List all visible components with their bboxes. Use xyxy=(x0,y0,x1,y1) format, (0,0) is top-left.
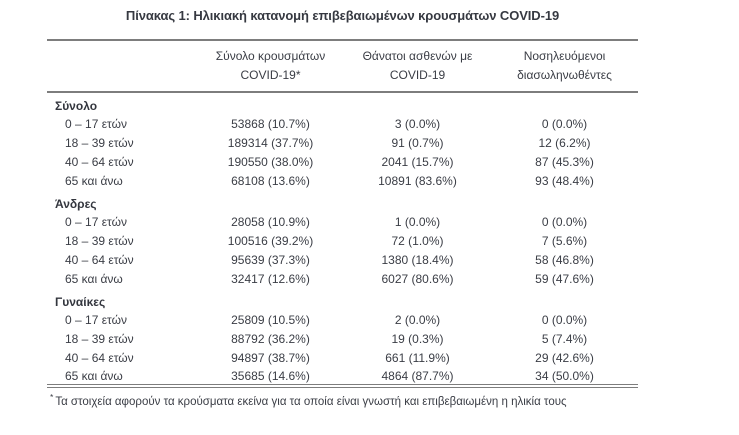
report-table-block: Πίνακας 1: Ηλικιακή κατανομή επιβεβαιωμέ… xyxy=(47,8,638,408)
section-row-men: Άνδρες xyxy=(47,190,638,212)
table-row: 0 – 17 ετών 25809 (10.5%) 2 (0.0%) 0 (0.… xyxy=(47,310,638,329)
age-label: 18 – 39 ετών xyxy=(65,135,134,150)
deaths-value: 1380 (18.4%) xyxy=(381,252,454,267)
table-row: 40 – 64 ετών 94897 (38.7%) 661 (11.9%) 2… xyxy=(47,348,638,367)
cases-value: 35685 (14.6%) xyxy=(231,368,310,383)
section-label: Γυναίκες xyxy=(55,294,106,309)
intubated-value: 34 (50.0%) xyxy=(535,368,594,383)
footnote-marker: * xyxy=(50,392,54,403)
section-label: Άνδρες xyxy=(55,196,97,211)
cases-value: 68108 (13.6%) xyxy=(231,173,310,188)
intubated-value: 87 (45.3%) xyxy=(535,154,594,169)
cases-value: 190550 (38.0%) xyxy=(227,154,314,169)
section-label: Σύνολο xyxy=(55,99,98,114)
section-row-total: Σύνολο xyxy=(47,92,638,114)
cases-value: 100516 (39.2%) xyxy=(227,233,314,248)
table-row: 18 – 39 ετών 88792 (36.2%) 19 (0.3%) 5 (… xyxy=(47,329,638,348)
footnote-text: Τα στοιχεία αφορούν τα κρούσματα εκείνα … xyxy=(55,396,567,409)
age-label: 0 – 17 ετών xyxy=(65,214,127,229)
age-label: 40 – 64 ετών xyxy=(65,252,134,267)
table-row: 65 και άνω 68108 (13.6%) 10891 (83.6%) 9… xyxy=(47,171,638,190)
intubated-value: 93 (48.4%) xyxy=(535,173,594,188)
intubated-value: 0 (0.0%) xyxy=(541,116,588,131)
intubated-value: 12 (6.2%) xyxy=(538,135,591,150)
deaths-value: 3 (0.0%) xyxy=(394,116,441,131)
table-row: 40 – 64 ετών 190550 (38.0%) 2041 (15.7%)… xyxy=(47,152,638,171)
deaths-value: 72 (1.0%) xyxy=(391,233,444,248)
deaths-value: 661 (11.9%) xyxy=(385,350,450,365)
cases-value: 28058 (10.9%) xyxy=(231,214,310,229)
table-row: 18 – 39 ετών 100516 (39.2%) 72 (1.0%) 7 … xyxy=(47,231,638,250)
age-label: 65 και άνω xyxy=(65,173,123,188)
deaths-value: 1 (0.0%) xyxy=(394,214,441,229)
header-empty-cell xyxy=(47,40,197,94)
cases-value: 88792 (36.2%) xyxy=(231,331,310,346)
deaths-value: 2041 (15.7%) xyxy=(381,154,454,169)
table-title: Πίνακας 1: Ηλικιακή κατανομή επιβεβαιωμέ… xyxy=(125,8,560,23)
cases-value: 94897 (38.7%) xyxy=(231,350,310,365)
table-row: 0 – 17 ετών 53868 (10.7%) 3 (0.0%) 0 (0.… xyxy=(47,114,638,133)
age-label: 65 και άνω xyxy=(65,271,123,286)
deaths-value: 4864 (87.7%) xyxy=(381,368,454,383)
age-label: 40 – 64 ετών xyxy=(65,154,134,169)
age-label: 0 – 17 ετών xyxy=(65,116,127,131)
deaths-value: 6027 (80.6%) xyxy=(381,271,454,286)
cases-value: 189314 (37.7%) xyxy=(227,135,314,150)
header-deaths: Θάνατοι ασθενών με COVID-19 xyxy=(344,40,491,94)
cases-value: 95639 (37.3%) xyxy=(231,252,310,267)
header-intubated-line1: Νοσηλευόμενοι xyxy=(523,49,606,63)
header-total-cases: Σύνολο κρουσμάτων COVID-19* xyxy=(197,40,344,94)
header-deaths-line1: Θάνατοι ασθενών με xyxy=(362,49,473,63)
table-row: 65 και άνω 35685 (14.6%) 4864 (87.7%) 34… xyxy=(47,367,638,386)
age-label: 18 – 39 ετών xyxy=(65,331,134,346)
intubated-value: 58 (46.8%) xyxy=(535,252,594,267)
cases-value: 32417 (12.6%) xyxy=(231,271,310,286)
covid-age-distribution-table: Σύνολο κρουσμάτων COVID-19* Θάνατοι ασθε… xyxy=(47,39,638,389)
deaths-value: 19 (0.3%) xyxy=(391,331,444,346)
intubated-value: 0 (0.0%) xyxy=(541,312,588,327)
header-intubated-line2: διασωληνωθέντες xyxy=(517,67,612,82)
header-total-cases-line2: COVID-19* xyxy=(240,67,301,82)
age-label: 65 και άνω xyxy=(65,368,123,383)
cases-value: 53868 (10.7%) xyxy=(231,116,310,131)
section-row-women: Γυναίκες xyxy=(47,288,638,310)
intubated-value: 5 (7.4%) xyxy=(541,331,588,346)
header-deaths-line2: COVID-19 xyxy=(389,67,446,82)
cases-value: 25809 (10.5%) xyxy=(231,312,310,327)
intubated-value: 7 (5.6%) xyxy=(541,233,588,248)
intubated-value: 29 (42.6%) xyxy=(535,350,594,365)
deaths-value: 10891 (83.6%) xyxy=(378,173,457,188)
intubated-value: 59 (47.6%) xyxy=(535,271,594,286)
header-total-cases-line1: Σύνολο κρουσμάτων xyxy=(215,49,326,63)
intubated-value: 0 (0.0%) xyxy=(541,214,588,229)
table-row: 65 και άνω 32417 (12.6%) 6027 (80.6%) 59… xyxy=(47,269,638,288)
table-row: 40 – 64 ετών 95639 (37.3%) 1380 (18.4%) … xyxy=(47,250,638,269)
table-row: 18 – 39 ετών 189314 (37.7%) 91 (0.7%) 12… xyxy=(47,133,638,152)
header-intubated: Νοσηλευόμενοι διασωληνωθέντες xyxy=(491,40,638,94)
table-row: 0 – 17 ετών 28058 (10.9%) 1 (0.0%) 0 (0.… xyxy=(47,212,638,231)
deaths-value: 2 (0.0%) xyxy=(394,312,441,327)
deaths-value: 91 (0.7%) xyxy=(391,135,444,150)
table-footnote: * Τα στοιχεία αφορούν τα κρούσματα εκείνα… xyxy=(47,392,638,408)
header-row: Σύνολο κρουσμάτων COVID-19* Θάνατοι ασθε… xyxy=(47,40,638,94)
age-label: 0 – 17 ετών xyxy=(65,312,127,327)
age-label: 18 – 39 ετών xyxy=(65,233,134,248)
age-label: 40 – 64 ετών xyxy=(65,350,134,365)
